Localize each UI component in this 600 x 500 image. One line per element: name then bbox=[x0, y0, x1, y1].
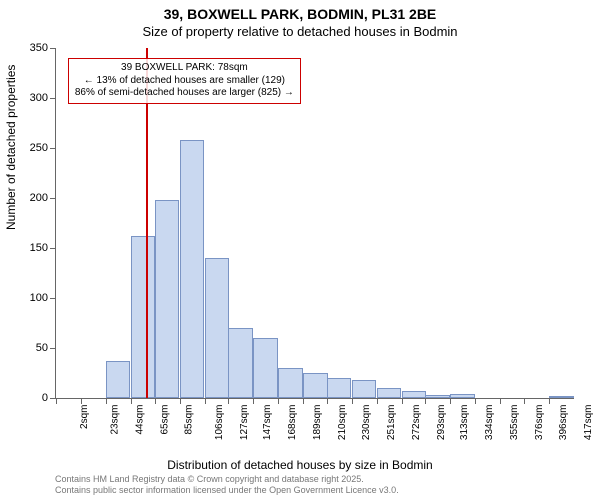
histogram-bar bbox=[303, 373, 328, 398]
x-tick-label: 417sqm bbox=[583, 405, 594, 441]
x-tick bbox=[81, 398, 82, 404]
y-tick-label: 50 bbox=[36, 342, 48, 354]
x-tick bbox=[180, 398, 181, 404]
histogram-bar bbox=[106, 361, 131, 398]
x-tick bbox=[450, 398, 451, 404]
y-tick-label: 250 bbox=[30, 142, 48, 154]
x-tick bbox=[56, 398, 57, 404]
histogram-bar bbox=[131, 236, 156, 398]
annotation-line2: ← 13% of detached houses are smaller (12… bbox=[75, 75, 294, 88]
x-tick bbox=[549, 398, 550, 404]
x-tick-label: 85sqm bbox=[183, 405, 194, 435]
histogram-bar bbox=[253, 338, 278, 398]
x-tick bbox=[402, 398, 403, 404]
y-tick bbox=[50, 98, 56, 99]
histogram-bar bbox=[450, 394, 475, 398]
y-tick-label: 0 bbox=[42, 392, 48, 404]
x-tick bbox=[253, 398, 254, 404]
histogram-bar bbox=[327, 378, 352, 398]
x-tick-label: 23sqm bbox=[109, 405, 120, 435]
y-tick-label: 100 bbox=[30, 292, 48, 304]
x-tick-label: 65sqm bbox=[159, 405, 170, 435]
y-tick bbox=[50, 148, 56, 149]
x-tick bbox=[524, 398, 525, 404]
histogram-bar bbox=[180, 140, 205, 398]
x-tick bbox=[352, 398, 353, 404]
y-tick-label: 350 bbox=[30, 42, 48, 54]
annotation-box: 39 BOXWELL PARK: 78sqm← 13% of detached … bbox=[68, 58, 301, 104]
footer-attribution: Contains HM Land Registry data © Crown c… bbox=[55, 474, 399, 496]
x-tick-label: 147sqm bbox=[262, 405, 273, 441]
x-tick-label: 127sqm bbox=[239, 405, 250, 441]
y-tick bbox=[50, 48, 56, 49]
histogram-bar bbox=[205, 258, 230, 398]
x-tick-label: 293sqm bbox=[436, 405, 447, 441]
annotation-line1: 39 BOXWELL PARK: 78sqm bbox=[75, 62, 294, 75]
chart-title-line2: Size of property relative to detached ho… bbox=[0, 24, 600, 39]
x-tick-label: 230sqm bbox=[361, 405, 372, 441]
y-tick bbox=[50, 198, 56, 199]
x-tick-label: 251sqm bbox=[386, 405, 397, 441]
x-axis-title: Distribution of detached houses by size … bbox=[0, 458, 600, 472]
histogram-bar bbox=[549, 396, 574, 398]
x-tick-label: 2sqm bbox=[79, 405, 90, 429]
histogram-bar bbox=[425, 395, 450, 398]
x-tick-label: 210sqm bbox=[337, 405, 348, 441]
x-tick-label: 334sqm bbox=[485, 405, 496, 441]
y-tick-label: 300 bbox=[30, 92, 48, 104]
x-tick-label: 168sqm bbox=[287, 405, 298, 441]
y-tick bbox=[50, 248, 56, 249]
x-tick-label: 272sqm bbox=[411, 405, 422, 441]
x-tick bbox=[155, 398, 156, 404]
x-tick-label: 44sqm bbox=[134, 405, 145, 435]
x-tick bbox=[327, 398, 328, 404]
x-tick bbox=[131, 398, 132, 404]
x-tick-label: 106sqm bbox=[214, 405, 225, 441]
y-tick bbox=[50, 298, 56, 299]
x-tick bbox=[278, 398, 279, 404]
x-tick-label: 355sqm bbox=[509, 405, 520, 441]
y-tick-label: 200 bbox=[30, 192, 48, 204]
footer-line2: Contains public sector information licen… bbox=[55, 485, 399, 496]
plot-area: 0501001502002503003502sqm23sqm44sqm65sqm… bbox=[55, 48, 574, 399]
y-tick bbox=[50, 348, 56, 349]
x-tick-label: 189sqm bbox=[312, 405, 323, 441]
y-axis-title: Number of detached properties bbox=[4, 65, 18, 230]
histogram-bar bbox=[377, 388, 402, 398]
histogram-bar bbox=[402, 391, 427, 398]
x-tick-label: 313sqm bbox=[460, 405, 471, 441]
y-tick-label: 150 bbox=[30, 242, 48, 254]
x-tick bbox=[425, 398, 426, 404]
histogram-bar bbox=[228, 328, 253, 398]
x-tick bbox=[475, 398, 476, 404]
x-tick bbox=[106, 398, 107, 404]
x-tick bbox=[228, 398, 229, 404]
histogram-bar bbox=[278, 368, 303, 398]
x-tick-label: 396sqm bbox=[558, 405, 569, 441]
x-tick bbox=[303, 398, 304, 404]
annotation-line3: 86% of semi-detached houses are larger (… bbox=[75, 87, 294, 100]
histogram-bar bbox=[155, 200, 180, 398]
x-tick-label: 376sqm bbox=[534, 405, 545, 441]
x-tick bbox=[205, 398, 206, 404]
footer-line1: Contains HM Land Registry data © Crown c… bbox=[55, 474, 399, 485]
x-tick bbox=[377, 398, 378, 404]
chart-title-line1: 39, BOXWELL PARK, BODMIN, PL31 2BE bbox=[0, 6, 600, 22]
histogram-bar bbox=[352, 380, 377, 398]
x-tick bbox=[500, 398, 501, 404]
